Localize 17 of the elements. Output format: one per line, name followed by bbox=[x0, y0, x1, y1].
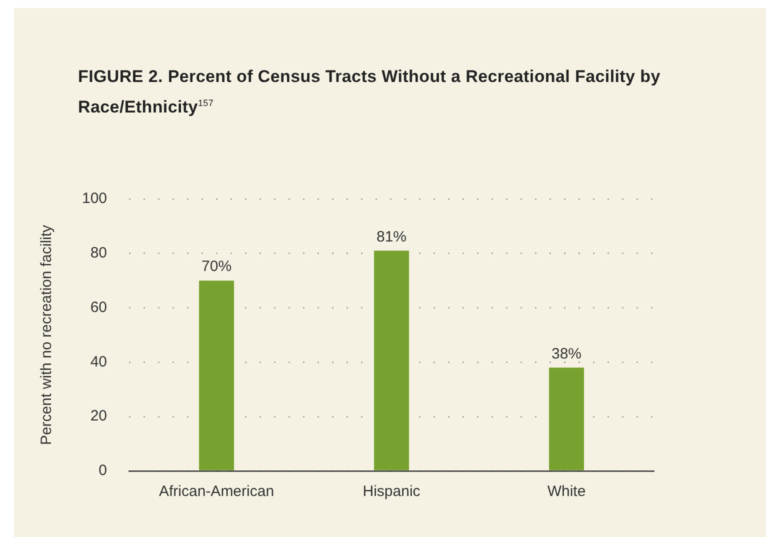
y-tick-label: 100 bbox=[82, 190, 108, 208]
y-tick-label: 0 bbox=[98, 462, 108, 480]
data-label: 81% bbox=[376, 228, 407, 246]
bar bbox=[374, 250, 410, 470]
data-label: 70% bbox=[202, 258, 232, 276]
y-tick-label: 40 bbox=[90, 353, 108, 370]
y-tick-label: 20 bbox=[90, 408, 108, 425]
bar bbox=[199, 280, 234, 470]
y-tick-label: 80 bbox=[90, 244, 108, 262]
y-axis-title: Percent with no recreation facility bbox=[38, 224, 56, 446]
bar bbox=[549, 368, 584, 470]
chart-title: FIGURE 2. Percent of Census Tracts Without a Recreational Facility by Race/Ethnicity$^{157}$ bbox=[78, 66, 662, 119]
y-tick-label: 60 bbox=[90, 298, 108, 316]
x-tick-label: Hispanic bbox=[362, 483, 421, 500]
data-label: 38% bbox=[551, 345, 582, 362]
x-tick-label: White bbox=[547, 483, 586, 500]
x-tick-label: African-American bbox=[159, 483, 274, 500]
